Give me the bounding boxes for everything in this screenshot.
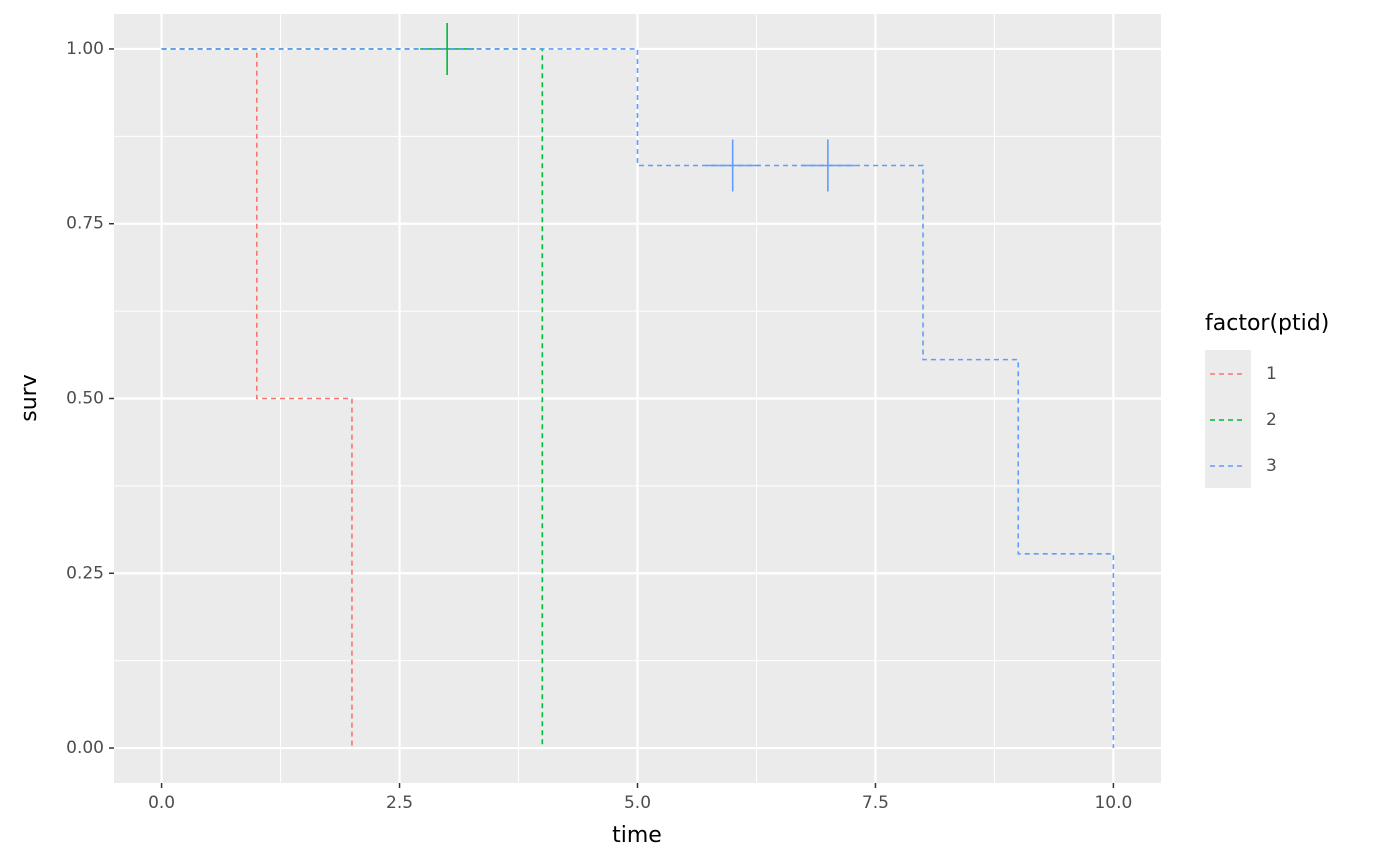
legend-label: 2: [1266, 410, 1277, 430]
x-tick-label: 2.5: [386, 793, 413, 813]
censor-mark: [800, 139, 855, 192]
marks: [161, 22, 1115, 749]
legend-label: 3: [1266, 456, 1277, 476]
x-tick-label: 0.0: [148, 793, 175, 813]
x-axis-title: time: [612, 823, 662, 848]
y-axis-title: surv: [17, 374, 42, 421]
legend-key-bg: [1205, 350, 1251, 488]
grid: [114, 14, 1161, 783]
x-tick-label: 10.0: [1094, 793, 1132, 813]
x-tick-label: 7.5: [862, 793, 889, 813]
y-tick-label: 0.75: [66, 214, 104, 234]
y-tick-label: 0.50: [66, 389, 104, 409]
x-tick-label: 5.0: [624, 793, 651, 813]
y-tick-label: 0.25: [66, 563, 104, 583]
censor-mark: [705, 139, 760, 192]
y-tick-label: 0.00: [66, 738, 104, 758]
survival-line: [161, 48, 1115, 749]
legend-title: factor(ptid): [1205, 311, 1329, 336]
y-tick-label: 1.00: [66, 39, 104, 59]
legend-label: 1: [1266, 364, 1277, 384]
censor-mark: [420, 22, 475, 75]
